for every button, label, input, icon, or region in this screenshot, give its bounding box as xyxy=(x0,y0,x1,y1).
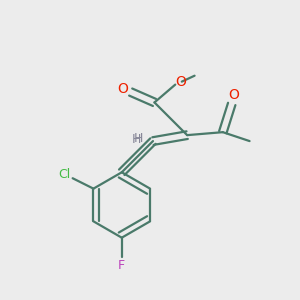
Text: F: F xyxy=(118,259,125,272)
Text: O: O xyxy=(175,75,186,88)
Text: O: O xyxy=(228,88,239,102)
Text: H: H xyxy=(134,132,143,145)
Text: Cl: Cl xyxy=(58,168,70,181)
Text: H: H xyxy=(132,133,141,146)
Text: O: O xyxy=(117,82,128,96)
